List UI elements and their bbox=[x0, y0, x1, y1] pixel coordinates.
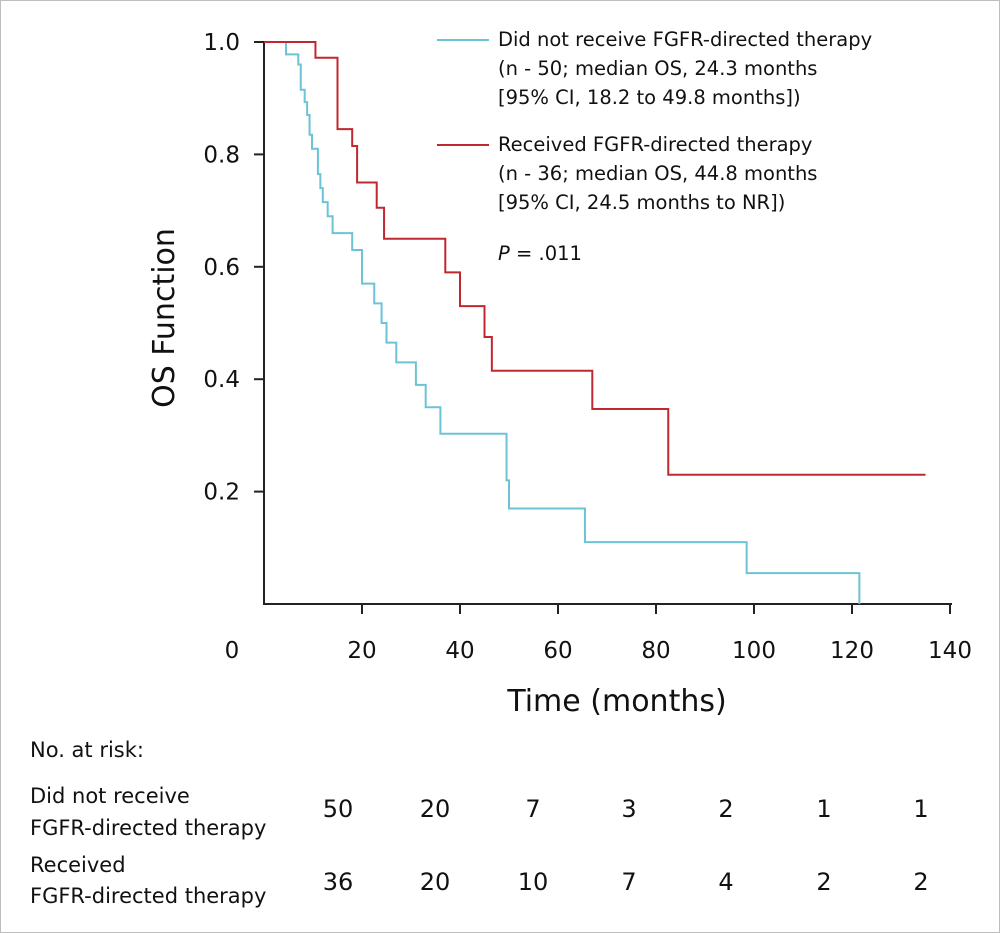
risk-table-title: No. at risk: bbox=[30, 738, 144, 762]
risk-row-label: Did not receive bbox=[30, 784, 190, 808]
series-curve-no-fgfr bbox=[264, 41, 861, 604]
x-tick-label: 40 bbox=[445, 638, 474, 664]
x-tick-label: 80 bbox=[641, 638, 670, 664]
x-axis-ticks: 0 20 40 60 80 100 120 140 bbox=[225, 604, 972, 664]
risk-count: 3 bbox=[621, 795, 636, 823]
risk-count: 10 bbox=[518, 868, 549, 896]
survival-curves bbox=[264, 41, 926, 604]
legend-entry-text: [95% CI, 24.5 months to NR]) bbox=[498, 191, 785, 214]
y-tick-label: 1.0 bbox=[203, 30, 240, 56]
risk-count: 1 bbox=[913, 795, 928, 823]
risk-count: 50 bbox=[323, 795, 354, 823]
risk-table: No. at risk: Did not receive FGFR-directe… bbox=[30, 738, 929, 908]
y-tick-label: 0.4 bbox=[203, 367, 240, 393]
y-axis-label: OS Function bbox=[147, 228, 182, 408]
x-tick-label: 20 bbox=[347, 638, 376, 664]
risk-row-label: Received bbox=[30, 853, 126, 877]
legend-entry-text: Did not receive FGFR-directed therapy bbox=[498, 28, 872, 51]
risk-count: 2 bbox=[913, 868, 928, 896]
risk-count: 7 bbox=[621, 868, 636, 896]
legend: Did not receive FGFR-directed therapy (n … bbox=[437, 28, 872, 214]
legend-entry-text: (n - 50; median OS, 24.3 months bbox=[498, 57, 817, 80]
risk-count: 20 bbox=[420, 795, 451, 823]
legend-entry-text: Received FGFR-directed therapy bbox=[498, 133, 812, 156]
x-tick-label: 60 bbox=[543, 638, 572, 664]
risk-count: 2 bbox=[718, 795, 733, 823]
risk-count: 1 bbox=[816, 795, 831, 823]
x-tick-label: 100 bbox=[732, 638, 776, 664]
risk-count: 4 bbox=[718, 868, 733, 896]
y-tick-label: 0.8 bbox=[203, 142, 240, 168]
p-value-text: = .011 bbox=[510, 242, 582, 265]
p-value-annotation: P = .011 bbox=[498, 242, 582, 265]
p-value-symbol: P bbox=[498, 242, 510, 265]
x-axis-label: Time (months) bbox=[506, 684, 726, 719]
x-tick-label: 140 bbox=[928, 638, 972, 664]
y-axis-ticks: 1.0 0.8 0.6 0.4 0.2 bbox=[203, 30, 264, 506]
risk-count: 7 bbox=[525, 795, 540, 823]
legend-entry-text: [95% CI, 18.2 to 49.8 months]) bbox=[498, 86, 801, 109]
series-curve-fgfr bbox=[264, 41, 926, 476]
risk-count: 2 bbox=[816, 868, 831, 896]
risk-count: 20 bbox=[420, 868, 451, 896]
legend-entry-text: (n - 36; median OS, 44.8 months bbox=[498, 162, 817, 185]
y-tick-label: 0.2 bbox=[203, 480, 240, 506]
risk-row-label: FGFR-directed therapy bbox=[30, 816, 266, 840]
risk-count: 36 bbox=[323, 868, 354, 896]
risk-row-label: FGFR-directed therapy bbox=[30, 884, 266, 908]
x-tick-label: 0 bbox=[225, 638, 240, 664]
y-tick-label: 0.6 bbox=[203, 255, 240, 281]
x-tick-label: 120 bbox=[830, 638, 874, 664]
